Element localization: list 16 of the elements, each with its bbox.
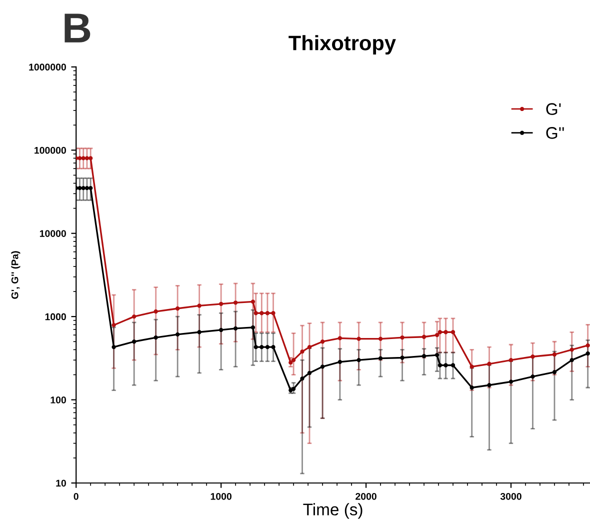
x-tick-label: 3000 [500, 492, 522, 500]
y-axis-title: G', G'' (Pa) [11, 251, 20, 299]
y-tick-label: 10000 [40, 230, 66, 237]
y-tick-label: 10 [56, 480, 66, 487]
x-axis-title: Time (s) [303, 503, 362, 519]
text: B [64, 14, 90, 42]
y-tick-label: 100000 [34, 146, 66, 154]
y-tick-label: 1000000 [29, 64, 66, 71]
y-tick-label: 100 [50, 396, 66, 404]
legend-label: G' [546, 103, 561, 115]
x-tick-label: 1000 [210, 492, 232, 500]
chart-title: Thixotropy [288, 35, 396, 55]
x-tick-label: 0 [74, 492, 78, 500]
legend-label: G'' [546, 127, 564, 139]
x-tick-label: 2000 [356, 492, 376, 500]
y-tick-label: 1000 [45, 313, 66, 320]
